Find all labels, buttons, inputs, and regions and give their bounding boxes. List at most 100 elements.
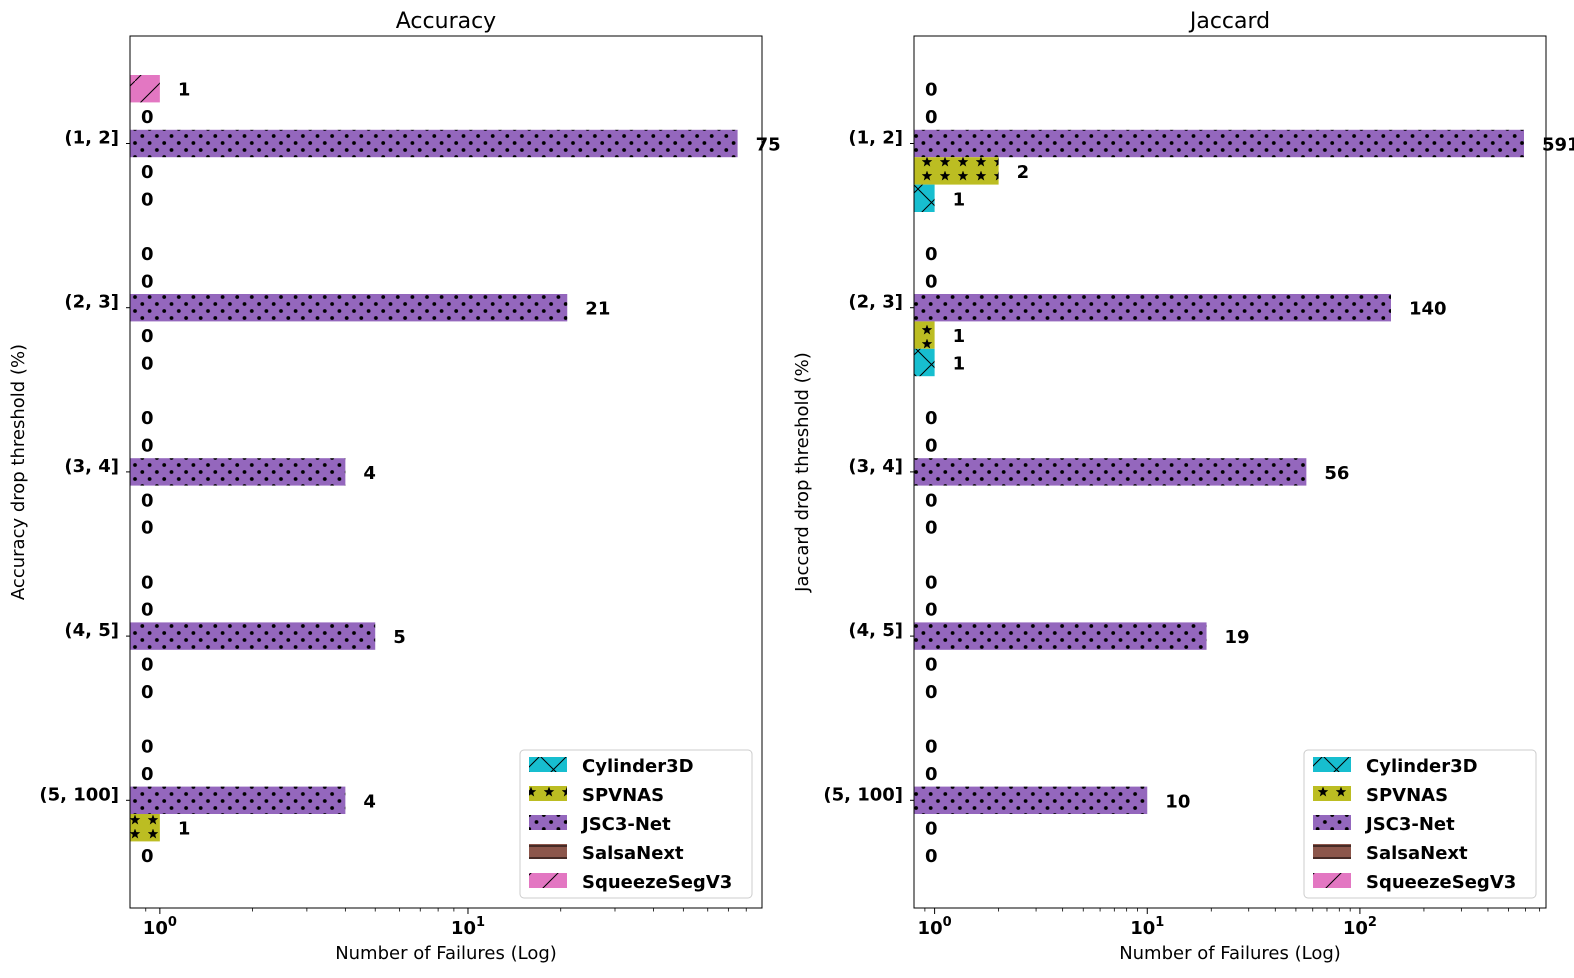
- accuracy-chart-panel: Accuracy 1 0 75 0 0 0 0 21 0 0 0 0 4 0 0 0 0 5 0 0 0 0 4 1 0 (1, 2…: [8, 9, 781, 964]
- accuracy-value-label-salsanext-3: 0: [141, 436, 154, 457]
- accuracy-legend-swatch-jsc3-net: [529, 815, 567, 830]
- jaccard-value-label-jsc3-net-3: 56: [1324, 463, 1349, 484]
- jaccard-x-axis-label: Number of Failures (Log): [1119, 943, 1341, 964]
- accuracy-value-label-jsc3-net-3: 4: [363, 463, 376, 484]
- jaccard-value-label-salsanext-5: 0: [925, 764, 938, 785]
- accuracy-legend-label-spvnas: SPVNAS: [582, 785, 664, 806]
- accuracy-value-label-spvnas-4: 0: [141, 655, 154, 676]
- jaccard-value-label-spvnas-3: 0: [925, 490, 938, 511]
- jaccard-value-label-squeezesegv3-1: 0: [925, 80, 938, 101]
- accuracy-bar-jsc3-net-5: [130, 786, 346, 814]
- jaccard-value-label-cylinder3d-2: 1: [953, 354, 966, 375]
- jaccard-value-label-jsc3-net-5: 10: [1165, 791, 1190, 812]
- accuracy-legend-swatch-cylinder3d: [529, 757, 567, 772]
- accuracy-value-label-spvnas-2: 0: [141, 326, 154, 347]
- jaccard-value-label-cylinder3d-1: 1: [953, 189, 966, 210]
- accuracy-bar-squeezesegv3-1: [130, 75, 160, 103]
- jaccard-value-label-salsanext-1: 0: [925, 107, 938, 128]
- jaccard-x-tick-label-1: 100: [918, 915, 952, 939]
- jaccard-value-label-squeezesegv3-2: 0: [925, 244, 938, 265]
- accuracy-legend-label-cylinder3d: Cylinder3D: [582, 756, 694, 777]
- accuracy-legend-swatch-salsanext: [529, 844, 567, 859]
- accuracy-bar-jsc3-net-1: [130, 129, 738, 158]
- accuracy-bar-jsc3-net-4: [130, 622, 376, 650]
- jaccard-value-label-jsc3-net-4: 19: [1225, 627, 1250, 648]
- accuracy-value-label-cylinder3d-1: 0: [141, 189, 154, 210]
- jaccard-y-tick-label-4: (4, 5]: [848, 620, 903, 641]
- accuracy-y-tick-label-4: (4, 5]: [64, 620, 119, 641]
- accuracy-value-label-jsc3-net-4: 5: [393, 627, 406, 648]
- accuracy-value-label-spvnas-1: 0: [141, 162, 154, 183]
- jaccard-value-label-cylinder3d-5: 0: [925, 846, 938, 867]
- jaccard-bar-jsc3-net-2: [914, 294, 1391, 322]
- accuracy-bar-jsc3-net-3: [130, 458, 346, 486]
- accuracy-value-label-salsanext-4: 0: [141, 600, 154, 621]
- jaccard-legend-label-salsanext: SalsaNext: [1366, 843, 1468, 864]
- jaccard-legend-swatch-squeezesegv3: [1313, 873, 1351, 888]
- accuracy-x-axis-label: Number of Failures (Log): [335, 943, 557, 964]
- jaccard-bar-spvnas-1: [914, 157, 999, 185]
- accuracy-chart-title: Accuracy: [396, 9, 496, 34]
- jaccard-x-tick-label-3: 102: [1343, 915, 1377, 939]
- accuracy-x-tick-label-2: 101: [451, 915, 485, 939]
- accuracy-value-label-salsanext-1: 0: [141, 107, 154, 128]
- jaccard-value-label-spvnas-2: 1: [953, 326, 966, 347]
- jaccard-legend-label-spvnas: SPVNAS: [1366, 785, 1448, 806]
- jaccard-bar-jsc3-net-3: [914, 458, 1307, 486]
- accuracy-value-label-salsanext-5: 0: [141, 764, 154, 785]
- jaccard-legend-label-cylinder3d: Cylinder3D: [1366, 756, 1478, 777]
- accuracy-value-label-jsc3-net-1: 75: [756, 135, 781, 156]
- accuracy-y-tick-label-5: (5, 100]: [39, 784, 119, 805]
- jaccard-value-label-salsanext-3: 0: [925, 436, 938, 457]
- jaccard-bar-spvnas-2: [914, 321, 935, 349]
- jaccard-y-tick-label-5: (5, 100]: [823, 784, 903, 805]
- jaccard-chart-title: Jaccard: [1188, 9, 1270, 34]
- jaccard-y-tick-label-1: (1, 2]: [848, 128, 903, 149]
- jaccard-value-label-cylinder3d-4: 0: [925, 682, 938, 703]
- accuracy-legend-label-jsc3-net: JSC3-Net: [580, 814, 671, 835]
- jaccard-value-label-spvnas-5: 0: [925, 819, 938, 840]
- accuracy-value-label-squeezesegv3-4: 0: [141, 572, 154, 593]
- jaccard-legend-swatch-cylinder3d: [1313, 757, 1351, 772]
- jaccard-bar-jsc3-net-4: [914, 622, 1207, 650]
- jaccard-value-label-spvnas-1: 2: [1017, 162, 1030, 183]
- jaccard-legend: Cylinder3D SPVNAS JSC3-Net SalsaNext Squeeze…: [1303, 749, 1537, 899]
- accuracy-value-label-spvnas-3: 0: [141, 490, 154, 511]
- accuracy-legend-swatch-squeezesegv3: [529, 873, 567, 888]
- jaccard-legend-box: [1303, 749, 1537, 899]
- jaccard-legend-label-squeezesegv3: SqueezeSegV3: [1366, 872, 1516, 893]
- accuracy-legend-swatch-spvnas: [529, 786, 567, 801]
- jaccard-value-label-jsc3-net-1: 591: [1542, 135, 1574, 156]
- accuracy-value-label-spvnas-5: 1: [178, 819, 191, 840]
- accuracy-value-label-salsanext-2: 0: [141, 271, 154, 292]
- jaccard-y-tick-label-3: (3, 4]: [848, 456, 903, 477]
- jaccard-value-label-jsc3-net-2: 140: [1409, 299, 1447, 320]
- accuracy-value-label-cylinder3d-2: 0: [141, 354, 154, 375]
- accuracy-value-label-jsc3-net-2: 21: [585, 299, 610, 320]
- accuracy-value-label-cylinder3d-3: 0: [141, 518, 154, 539]
- jaccard-bar-cylinder3d-2: [914, 348, 935, 377]
- jaccard-value-label-spvnas-4: 0: [925, 655, 938, 676]
- jaccard-y-tick-label-2: (2, 3]: [848, 292, 903, 313]
- accuracy-y-tick-label-1: (1, 2]: [64, 128, 119, 149]
- accuracy-bar-jsc3-net-2: [130, 294, 568, 322]
- accuracy-value-label-squeezesegv3-3: 0: [141, 408, 154, 429]
- jaccard-bar-jsc3-net-5: [914, 786, 1148, 814]
- jaccard-chart-panel: Jaccard00591210014011005600001900001000(…: [792, 9, 1574, 964]
- accuracy-y-tick-label-2: (2, 3]: [64, 292, 119, 313]
- jaccard-value-label-cylinder3d-3: 0: [925, 518, 938, 539]
- jaccard-x-tick-label-2: 101: [1130, 915, 1164, 939]
- jaccard-legend-swatch-spvnas: [1313, 786, 1351, 801]
- accuracy-value-label-cylinder3d-5: 0: [141, 846, 154, 867]
- accuracy-legend-label-salsanext: SalsaNext: [582, 843, 684, 864]
- jaccard-value-label-salsanext-4: 0: [925, 600, 938, 621]
- accuracy-bar-spvnas-5: [130, 814, 160, 842]
- accuracy-y-axis-label: Accuracy drop threshold (%): [8, 344, 29, 600]
- jaccard-value-label-salsanext-2: 0: [925, 271, 938, 292]
- accuracy-value-label-squeezesegv3-2: 0: [141, 244, 154, 265]
- accuracy-value-label-squeezesegv3-1: 1: [178, 80, 191, 101]
- accuracy-y-tick-label-3: (3, 4]: [64, 456, 119, 477]
- accuracy-value-label-jsc3-net-5: 4: [363, 791, 376, 812]
- accuracy-legend-label-squeezesegv3: SqueezeSegV3: [582, 872, 732, 893]
